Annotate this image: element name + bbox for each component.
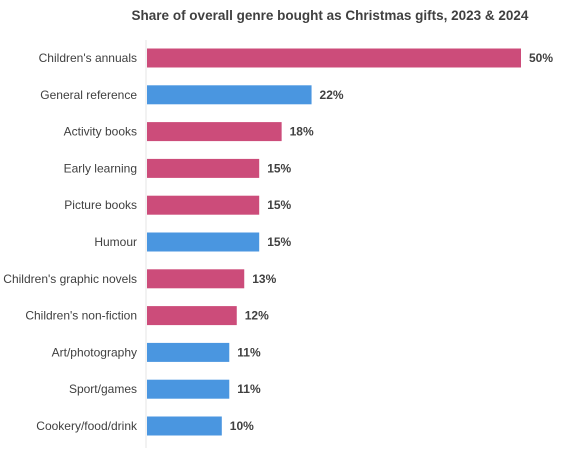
bar (147, 85, 312, 105)
bar (147, 158, 260, 178)
category-label: Sport/games (69, 382, 137, 396)
chart-marks: Children's annuals 50% General reference 22… (3, 48, 553, 436)
value-label: 13% (252, 272, 276, 286)
category-label: General reference (40, 88, 137, 102)
value-label: 12% (245, 309, 269, 323)
bar (147, 232, 260, 252)
value-label: 11% (237, 345, 261, 359)
bar (147, 306, 237, 326)
value-label: 11% (237, 382, 261, 396)
category-label: Children's non-fiction (25, 309, 137, 323)
chart-title: Share of overall genre bought as Christm… (131, 8, 529, 23)
bar (147, 122, 282, 142)
bar (147, 416, 222, 436)
bar (147, 48, 521, 68)
category-label: Art/photography (52, 345, 137, 359)
bar (147, 342, 230, 362)
category-label: Cookery/food/drink (36, 419, 138, 433)
category-label: Early learning (64, 161, 137, 175)
category-label: Activity books (64, 125, 137, 139)
value-label: 15% (267, 198, 291, 212)
category-label: Humour (94, 235, 137, 249)
value-label: 22% (320, 88, 344, 102)
bar (147, 195, 260, 215)
bar (147, 269, 245, 289)
category-label: Children's graphic novels (3, 272, 137, 286)
value-label: 15% (267, 161, 291, 175)
category-label: Picture books (64, 198, 137, 212)
value-label: 50% (529, 51, 553, 65)
value-label: 18% (290, 125, 314, 139)
category-label: Children's annuals (39, 51, 137, 65)
bar (147, 379, 230, 399)
value-label: 10% (230, 419, 254, 433)
value-label: 15% (267, 235, 291, 249)
